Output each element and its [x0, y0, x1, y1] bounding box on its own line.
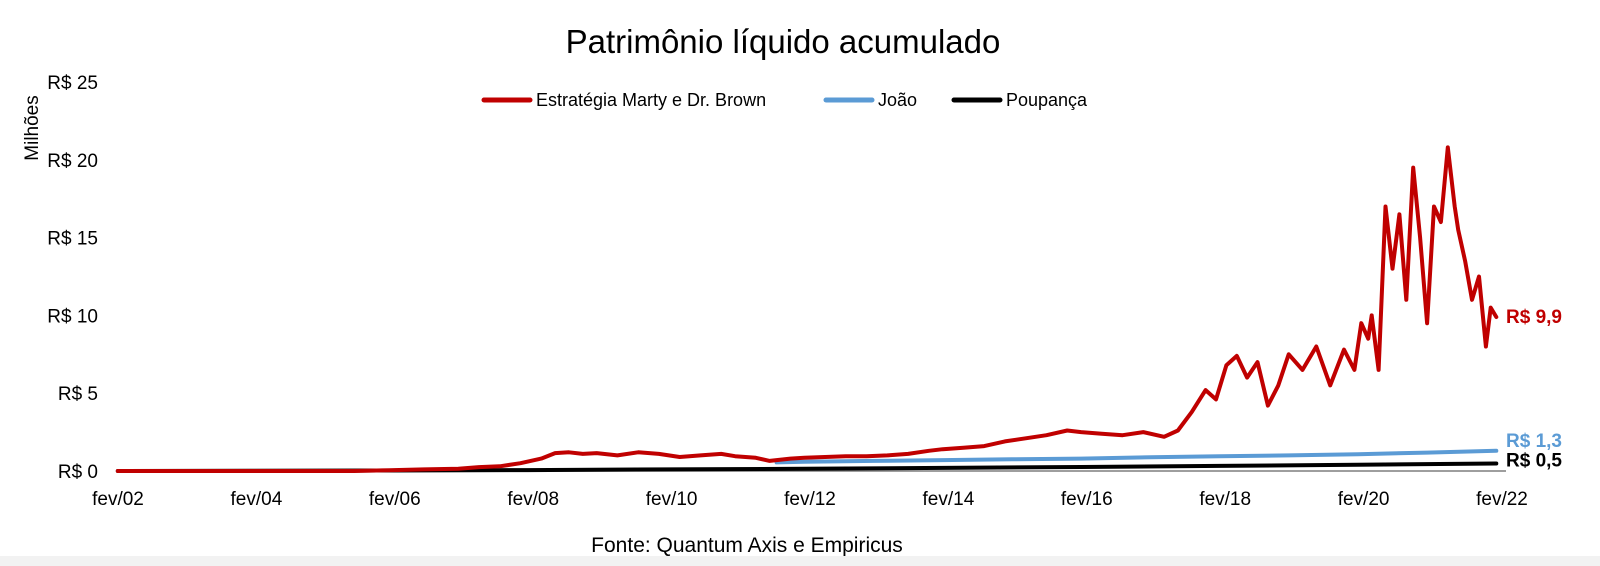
- frame-bottom: [0, 556, 1600, 566]
- x-tick-label: fev/08: [507, 489, 559, 510]
- end-label-0: R$ 9,9: [1506, 307, 1562, 328]
- axes: R$ 0 R$ 5 R$ 10 R$ 15 R$ 20 R$ 25 fev/02 fev/04…: [47, 73, 1528, 510]
- end-label-2: R$ 0,5: [1506, 451, 1562, 472]
- end-labels: R$ 9,9 R$ 1,3R$ 0,5: [1506, 307, 1562, 472]
- end-label-1: R$ 1,3: [1506, 431, 1562, 452]
- x-tick-label: fev/02: [92, 489, 144, 510]
- y-tick-label: R$ 0: [58, 462, 98, 483]
- x-tick-label: fev/04: [231, 489, 283, 510]
- x-tick-label: fev/20: [1338, 489, 1390, 510]
- x-tick-label: fev/22: [1476, 489, 1528, 510]
- source-note: Fonte: Quantum Axis e Empiricus: [591, 534, 903, 556]
- y-tick-label: R$ 5: [58, 384, 98, 405]
- y-tick-label: R$ 20: [47, 151, 98, 172]
- legend: Estratégia Marty e Dr. Brown João Poupança: [481, 90, 1088, 110]
- x-tick-label: fev/16: [1061, 489, 1113, 510]
- x-tick-label: fev/18: [1199, 489, 1251, 510]
- legend-label-0: Estratégia Marty e Dr. Brown: [536, 90, 766, 110]
- series-group: [115, 145, 1499, 473]
- legend-label-2: Poupança: [1006, 90, 1088, 110]
- y-tick-label: R$ 25: [47, 73, 98, 94]
- y-axis-label: Milhões: [22, 95, 43, 160]
- x-tick-label: fev/14: [923, 489, 975, 510]
- series-line-0: [115, 145, 1499, 473]
- x-tick-label: fev/10: [646, 489, 698, 510]
- legend-label-1: João: [878, 90, 917, 110]
- y-tick-label: R$ 15: [47, 229, 98, 250]
- x-tick-label: fev/06: [369, 489, 421, 510]
- series-line-1: [774, 448, 1499, 465]
- x-tick-label: fev/12: [784, 489, 836, 510]
- chart-title: Patrimônio líquido acumulado: [566, 23, 1001, 60]
- y-tick-label: R$ 10: [47, 306, 98, 327]
